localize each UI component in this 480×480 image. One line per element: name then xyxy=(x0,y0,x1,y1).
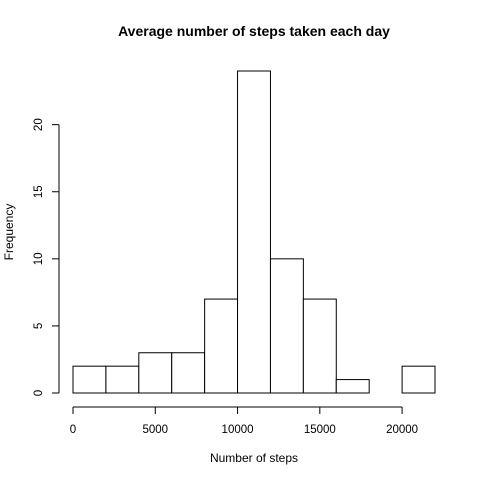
y-tick-label-4: 20 xyxy=(33,118,45,131)
x-tick-label-2: 10000 xyxy=(222,424,254,436)
x-tick-label-1: 5000 xyxy=(142,424,168,436)
y-axis: 0 5 10 15 20 xyxy=(33,118,60,396)
y-tick-label-1: 5 xyxy=(33,323,45,329)
histogram-bar-7 xyxy=(302,298,337,394)
x-axis: 0 5000 10000 15000 20000 xyxy=(70,406,418,436)
histogram-bar-10 xyxy=(401,365,436,394)
histogram-bar-5 xyxy=(237,70,271,394)
chart-title: Average number of steps taken each day xyxy=(118,23,390,39)
bars-group xyxy=(72,70,436,394)
x-axis-label: Number of steps xyxy=(210,451,298,465)
y-tick-label-0: 0 xyxy=(33,390,45,396)
histogram-bar-3 xyxy=(171,352,206,394)
histogram-bar-4 xyxy=(204,298,239,394)
x-tick-label-4: 20000 xyxy=(386,424,418,436)
histogram-bar-1 xyxy=(105,365,140,394)
histogram-bar-8 xyxy=(335,379,370,394)
histogram-bar-6 xyxy=(269,258,304,394)
y-axis-label: Frequency xyxy=(2,204,16,261)
x-tick-label-0: 0 xyxy=(70,424,76,436)
histogram-bar-2 xyxy=(138,352,173,394)
x-tick-label-3: 15000 xyxy=(304,424,336,436)
histogram-bar-0 xyxy=(72,365,107,394)
y-tick-label-3: 15 xyxy=(33,185,45,198)
y-tick-label-2: 10 xyxy=(33,252,45,265)
